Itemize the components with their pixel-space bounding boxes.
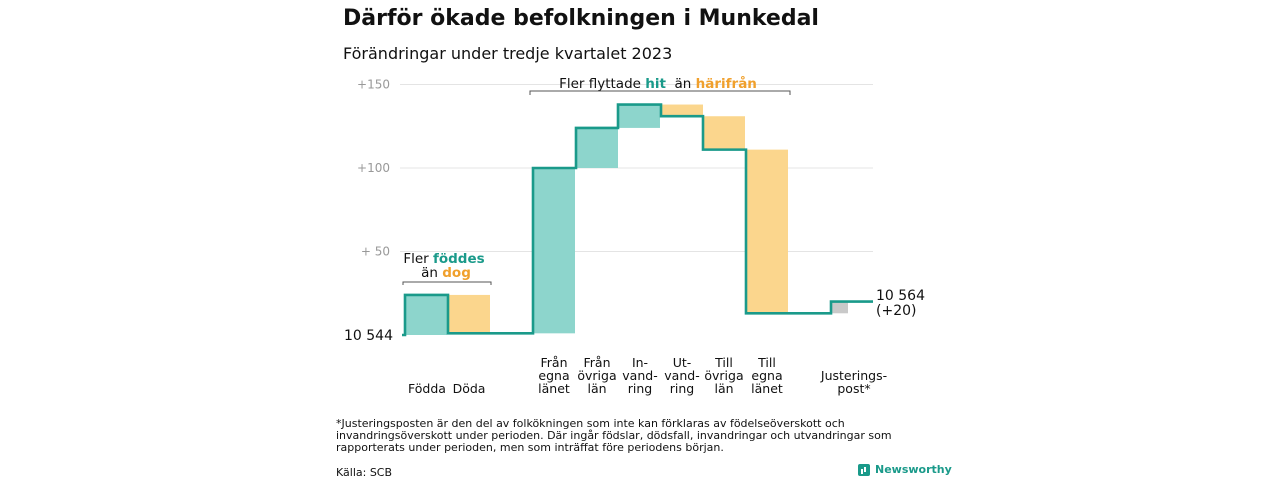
bar-3 [576, 127, 618, 168]
bar-6 [703, 116, 745, 150]
y-tick-label: +100 [357, 161, 390, 175]
chart-subtitle: Förändringar under tredje kvartalet 2023 [343, 44, 673, 63]
chart-title: Därför ökade befolkningen i Munkedal [343, 6, 819, 31]
category-label: Döda [453, 381, 486, 396]
category-label: övriga [704, 368, 743, 383]
category-label: län [587, 381, 606, 396]
annotation-fragment: Fler flyttade [559, 76, 645, 92]
annotation-fragment: hit [645, 76, 666, 92]
brand-name: Newsworthy [875, 463, 952, 476]
category-label: Ut- [673, 355, 692, 370]
category-label: egna [751, 368, 782, 383]
bar-0 [405, 294, 447, 335]
category-label: ring [670, 381, 694, 396]
annotation-fragment: än [421, 265, 442, 281]
annotation-fragment: dog [442, 265, 471, 281]
bar-7 [746, 149, 788, 314]
category-label: Från [540, 355, 567, 370]
start-value-label: 10 544 [344, 328, 393, 344]
category-label: Justerings- [820, 368, 887, 383]
category-label: Födda [408, 381, 446, 396]
category-label: länet [751, 381, 783, 396]
category-label: Till [757, 355, 776, 370]
annotation-bracket [402, 281, 492, 285]
bar-1 [448, 294, 490, 334]
category-label: Till [714, 355, 733, 370]
bar-2 [533, 168, 575, 334]
waterfall-chart: +150 +100 + 50 10 544 10 564(+20) Födda Döda Fr… [344, 75, 925, 396]
end-value-label: 10 564 [876, 288, 925, 304]
annotation-moved-label: Fler flyttade hit än härifrån [559, 75, 757, 92]
y-tick-label: + 50 [361, 245, 390, 259]
y-tick-label: +150 [357, 78, 390, 92]
annotation-fragment: föddes [433, 251, 485, 267]
category-label: egna [538, 368, 569, 383]
annotation-born-label: Fler föddes [403, 251, 484, 267]
category-label: län [714, 381, 733, 396]
category-label: In- [632, 355, 648, 370]
annotation-fragment: Fler [403, 251, 433, 267]
category-label: Från [583, 355, 610, 370]
category-label: vand- [622, 368, 657, 383]
category-label: länet [538, 381, 570, 396]
category-label: post* [837, 381, 870, 396]
newsworthy-logo: Newsworthy [858, 463, 952, 476]
newsworthy-icon [858, 463, 870, 476]
source-label: Källa: SCB [336, 466, 393, 479]
end-change-label: (+20) [876, 303, 916, 319]
annotation-fragment: härifrån [696, 75, 757, 92]
category-label: övriga [577, 368, 616, 383]
bar-4 [618, 104, 660, 128]
bar-8 [831, 301, 848, 314]
annotation-died-label: än dog [421, 265, 471, 281]
category-label: ring [628, 381, 652, 396]
category-label: vand- [664, 368, 699, 383]
bar-5 [661, 104, 703, 117]
cumulative-line [402, 103, 873, 337]
annotation-bracket [529, 90, 791, 95]
annotation-fragment: än [666, 76, 696, 92]
footnote: *Justeringsposten är den del av folkökni… [336, 417, 892, 454]
